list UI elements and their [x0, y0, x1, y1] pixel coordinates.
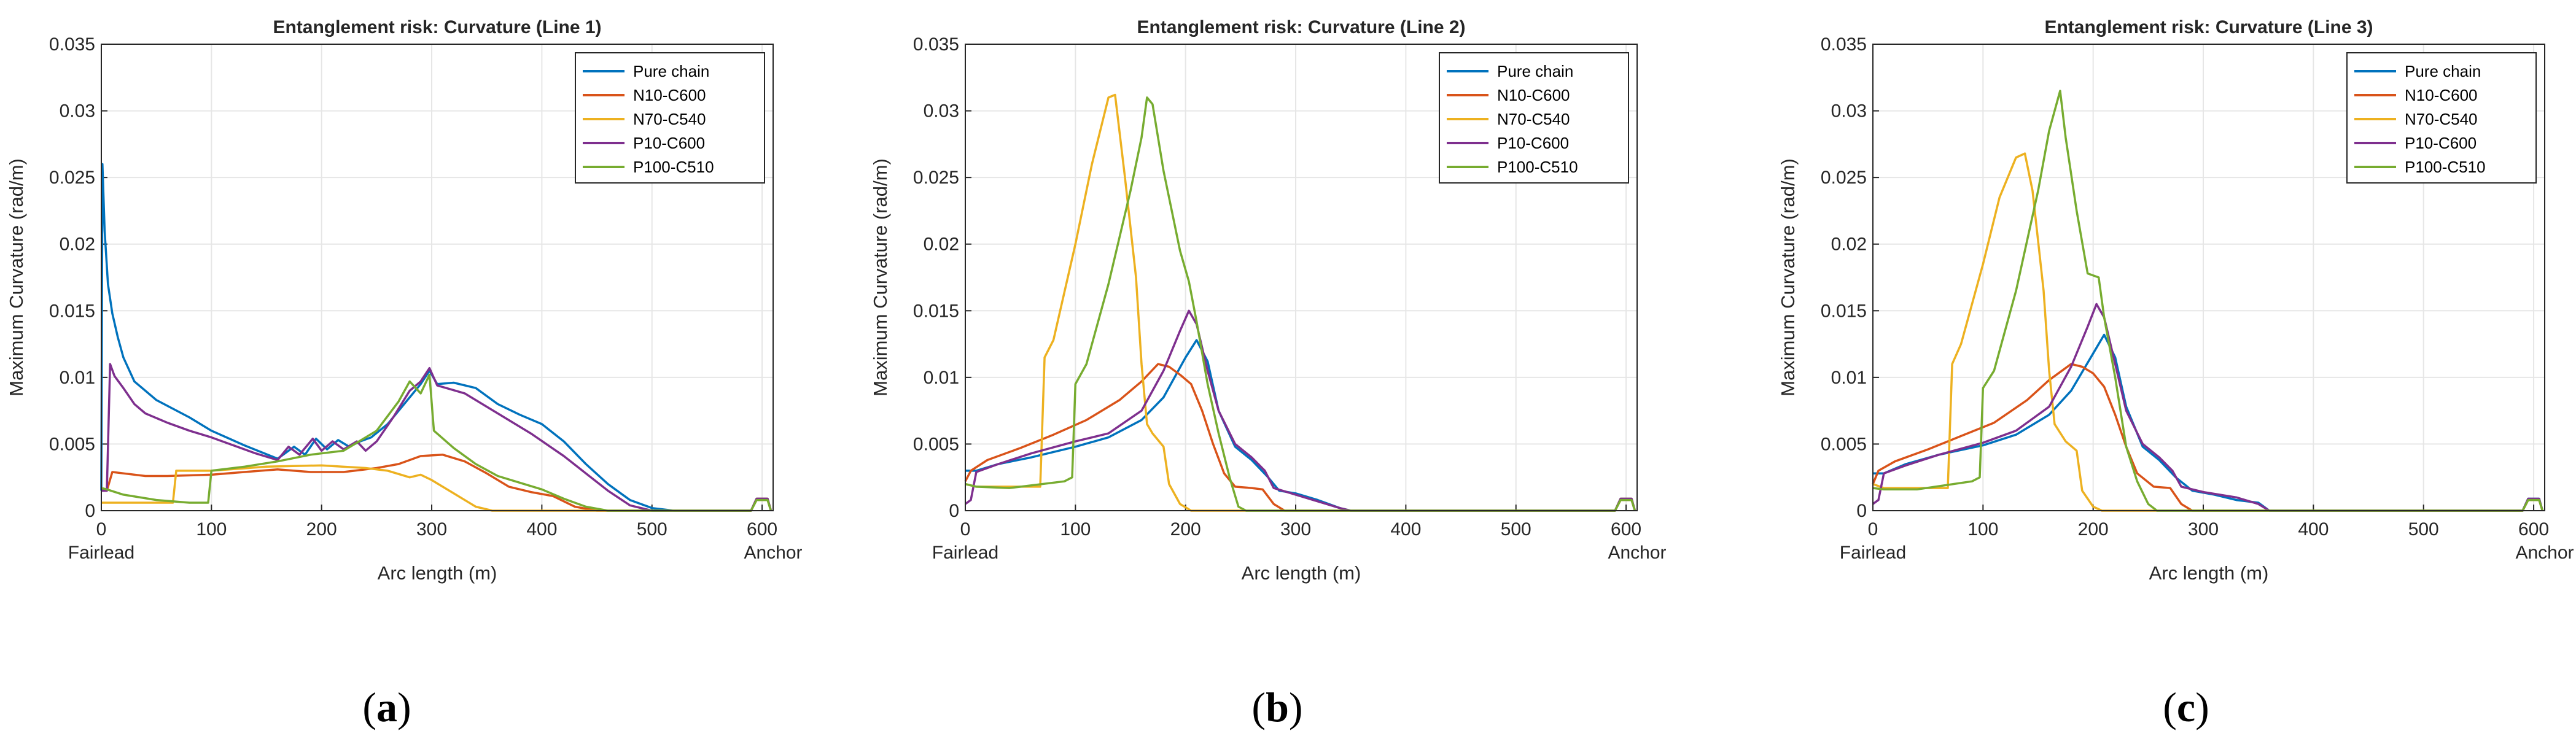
x-tick-label: 0	[1868, 519, 1878, 540]
y-tick-label: 0.025	[1821, 168, 1867, 188]
legend-entry: P10-C600	[2405, 134, 2477, 152]
axes-box	[101, 44, 774, 511]
legend-entry: P10-C600	[1497, 134, 1569, 152]
y-axis-label: Maximum Curvature (rad/m)	[6, 158, 27, 397]
x-tick-label: 0	[960, 519, 971, 540]
y-tick-label: 0.015	[49, 301, 95, 321]
x-tick-label: 100	[1060, 519, 1091, 540]
y-tick-label: 0.035	[913, 34, 959, 55]
y-tick-label: 0.03	[1831, 101, 1867, 122]
chart-title: Entanglement risk: Curvature (Line 1)	[273, 17, 601, 37]
x-tick-label: 400	[526, 519, 557, 540]
y-tick-label: 0.03	[924, 101, 959, 122]
chart-title: Entanglement risk: Curvature (Line 3)	[2044, 17, 2373, 37]
chart-panel-3: 0 100 200 300 400 500 600 0 0.005 0.01 0.015 0.02 0.…	[1777, 17, 2574, 584]
x-tick-label: 100	[1967, 519, 1998, 540]
x-axis-label: Arc length (m)	[2149, 562, 2269, 584]
chart-panel-1: 0 100 200 300 400 500 600 0 0.005 0.01 0.015 0.02 0.…	[6, 17, 803, 584]
legend-entry: P100-C510	[2405, 158, 2486, 176]
y-tick-label: 0.035	[1821, 34, 1867, 55]
legend: Pure chain N10-C600 N70-C540 P10-C600 P100-C…	[575, 52, 765, 184]
legend: Pure chain N10-C600 N70-C540 P10-C600 P100-C…	[1439, 52, 1629, 184]
axes-box	[965, 44, 1638, 511]
y-tick-label: 0.005	[913, 434, 959, 454]
x-tick-label: 0	[96, 519, 107, 540]
legend-entry: N70-C540	[1497, 110, 1570, 128]
y-tick-label: 0.02	[1831, 234, 1867, 255]
y-tick-label: 0.01	[1831, 368, 1867, 388]
series-group	[100, 163, 772, 512]
x-tick-label: 400	[2298, 519, 2329, 540]
x-tick-label: 500	[637, 519, 667, 540]
panel-letter: c	[2177, 684, 2195, 730]
y-tick-label: 0.015	[1821, 301, 1867, 321]
y-tick-label: 0.005	[1821, 434, 1867, 454]
x-tick-label: 600	[2518, 519, 2549, 540]
x-axis-label: Arc length (m)	[378, 562, 497, 584]
chart-panel-2: 0 100 200 300 400 500 600 0 0.005 0.01 0.015 0.02 0.…	[870, 17, 1667, 584]
panel-label-c: (c)	[2163, 684, 2209, 730]
series-line-pure-chain	[100, 163, 772, 512]
y-tick-label: 0.025	[49, 168, 95, 188]
y-tick-label: 0.01	[60, 368, 95, 388]
x-axis-label: Arc length (m)	[1242, 562, 1361, 584]
y-tick-label: 0.02	[924, 234, 959, 255]
legend-entry: Pure chain	[1497, 62, 1573, 80]
x-tick-label: 300	[1280, 519, 1311, 540]
x-tick-label: 300	[2188, 519, 2219, 540]
panel-letter: b	[1266, 684, 1289, 730]
legend-entry: N10-C600	[1497, 86, 1570, 104]
x-tick-label: 200	[1170, 519, 1201, 540]
axes-box	[1872, 44, 2545, 511]
y-tick-label: 0	[85, 501, 95, 521]
x-tick-label: 200	[306, 519, 337, 540]
legend-entry: P100-C510	[1497, 158, 1578, 176]
y-axis-label: Maximum Curvature (rad/m)	[870, 158, 891, 397]
x-tick-label: 200	[2078, 519, 2109, 540]
legend-entry: N70-C540	[2405, 110, 2478, 128]
series-line-p100-c510	[101, 373, 772, 512]
legend-entry: P100-C510	[633, 158, 714, 176]
y-axis-label: Maximum Curvature (rad/m)	[1777, 158, 1799, 397]
panel-letter: a	[376, 684, 397, 730]
x-end-label-fairlead: Fairlead	[68, 543, 134, 563]
x-end-label-anchor: Anchor	[744, 543, 802, 563]
chart-title: Entanglement risk: Curvature (Line 2)	[1137, 17, 1465, 37]
legend-entry: N70-C540	[633, 110, 706, 128]
y-tick-label: 0	[1856, 501, 1867, 521]
x-end-label-fairlead: Fairlead	[932, 543, 998, 563]
x-tick-label: 500	[2408, 519, 2439, 540]
y-tick-label: 0.035	[49, 34, 95, 55]
y-tick-label: 0.015	[913, 301, 959, 321]
x-tick-label: 400	[1390, 519, 1421, 540]
panel-label-a: (a)	[362, 684, 411, 730]
x-tick-label: 600	[1611, 519, 1641, 540]
legend-entry: Pure chain	[633, 62, 709, 80]
legend-entry: N10-C600	[633, 86, 706, 104]
x-end-label-fairlead: Fairlead	[1840, 543, 1906, 563]
x-end-label-anchor: Anchor	[2515, 543, 2574, 563]
y-tick-label: 0.01	[924, 368, 959, 388]
x-tick-label: 500	[1501, 519, 1531, 540]
x-end-label-anchor: Anchor	[1608, 543, 1666, 563]
x-tick-label: 600	[747, 519, 777, 540]
x-tick-label: 100	[196, 519, 227, 540]
y-tick-label: 0.025	[913, 168, 959, 188]
x-tick-label: 300	[416, 519, 447, 540]
legend-entry: P10-C600	[633, 134, 705, 152]
legend-entry: Pure chain	[2405, 62, 2481, 80]
series-line-p10-c600	[1872, 303, 2544, 512]
y-tick-label: 0.005	[49, 434, 95, 454]
series-line-p10-c600	[101, 363, 772, 512]
legend-entry: N10-C600	[2405, 86, 2478, 104]
y-tick-label: 0.02	[60, 234, 95, 255]
y-tick-label: 0.03	[60, 101, 95, 122]
y-tick-label: 0	[949, 501, 959, 521]
panel-label-b: (b)	[1251, 684, 1302, 730]
legend: Pure chain N10-C600 N70-C540 P10-C600 P100-C…	[2346, 52, 2537, 184]
